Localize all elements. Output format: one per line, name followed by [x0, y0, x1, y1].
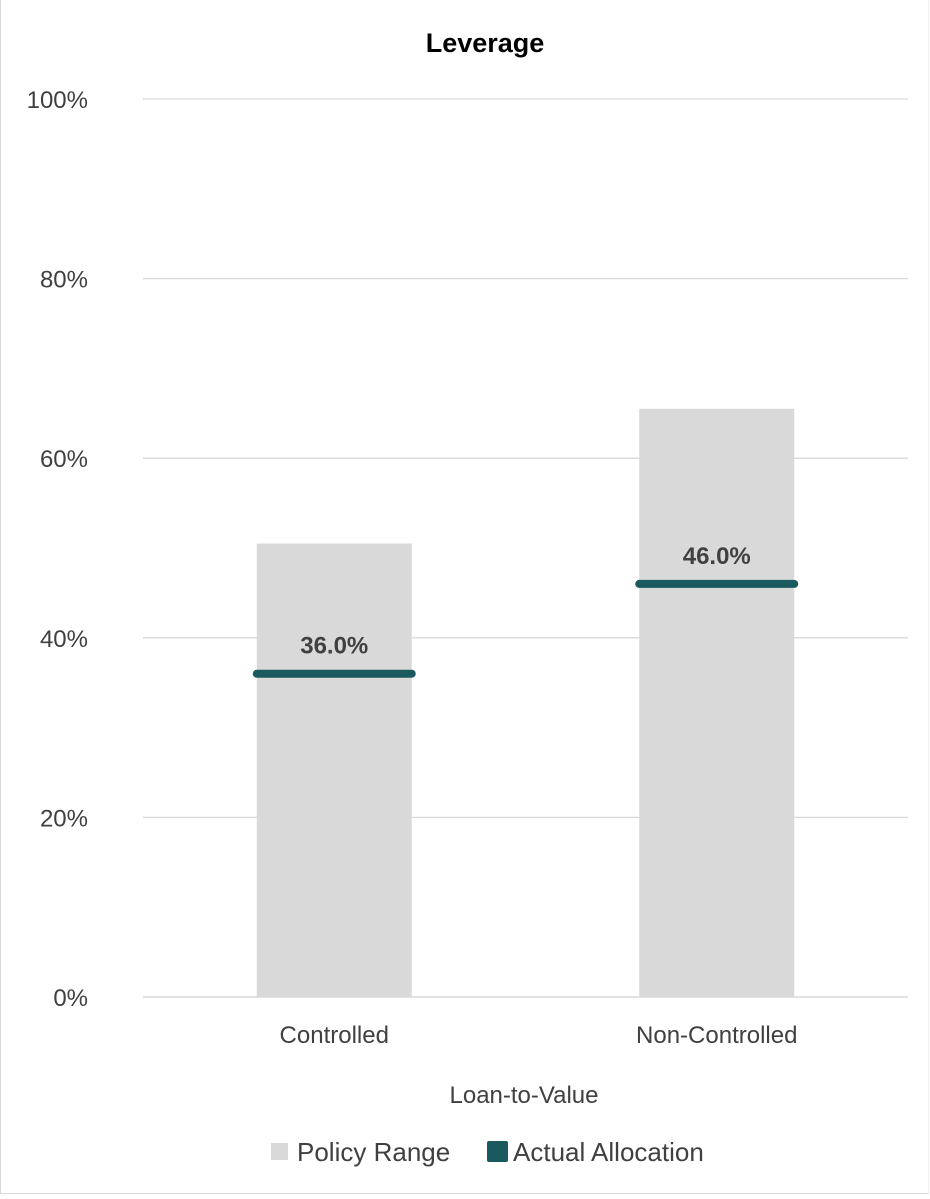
y-tick-label: 20% [40, 805, 88, 832]
y-tick-label: 40% [40, 626, 88, 653]
legend-label-policy-range: Policy Range [297, 1137, 450, 1167]
data-label: 46.0% [683, 543, 751, 570]
x-category-label: Non-Controlled [636, 1022, 797, 1049]
y-tick-label: 100% [27, 87, 88, 114]
data-labels: 36.0% 46.0% [300, 543, 751, 660]
x-axis-title: Loan-to-Value [450, 1082, 599, 1109]
actual-allocation-markers [252, 579, 799, 678]
legend-swatch-actual-allocation [487, 1141, 508, 1162]
chart-title: Leverage [426, 28, 545, 58]
legend: Policy Range Actual Allocation [271, 1137, 704, 1167]
x-axis-category-labels: Controlled Non-Controlled [280, 1022, 798, 1049]
policy-range-bar [639, 408, 795, 997]
legend-swatch-policy-range [271, 1143, 288, 1160]
y-tick-label: 60% [40, 446, 88, 473]
policy-range-bars [256, 408, 795, 997]
y-tick-label: 0% [53, 985, 88, 1012]
policy-range-bar [256, 543, 412, 997]
data-label: 36.0% [300, 633, 368, 660]
y-axis-tick-labels: 0% 20% 40% 60% 80% 100% [27, 87, 88, 1012]
y-tick-label: 80% [40, 267, 88, 294]
x-category-label: Controlled [280, 1022, 389, 1049]
legend-label-actual-allocation: Actual Allocation [513, 1137, 704, 1167]
